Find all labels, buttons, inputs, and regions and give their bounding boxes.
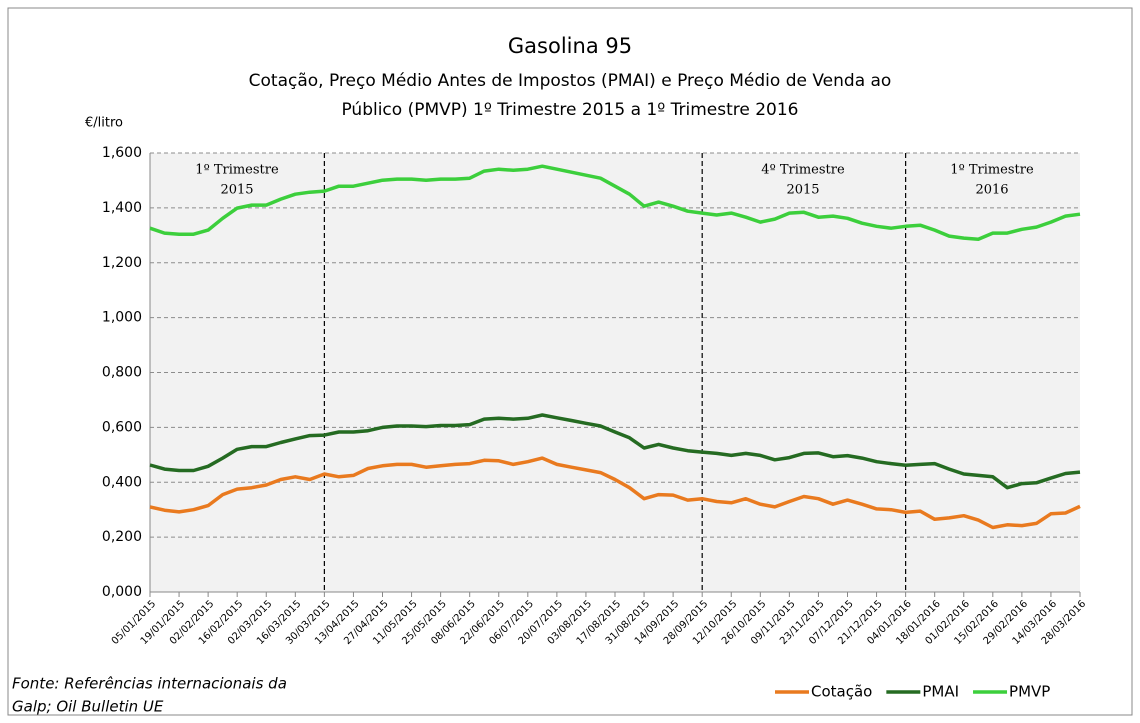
y-tick-label: 0,400 <box>102 474 142 490</box>
y-tick-label: 0,600 <box>102 419 142 435</box>
legend-label: PMVP <box>1009 683 1050 701</box>
chart-title: Gasolina 95 <box>508 34 632 58</box>
chart-subtitle: Público (PMVP) 1º Trimestre 2015 a 1º Tr… <box>341 100 798 120</box>
series-line <box>149 413 1081 490</box>
y-axis-label: €/litro <box>85 116 123 131</box>
series-line <box>149 456 1081 530</box>
y-tick-label: 1,600 <box>102 145 142 161</box>
annotation: 2015 <box>220 183 253 198</box>
source: Galp; Oil Bulletin UE <box>12 698 164 716</box>
annotation: 2016 <box>975 183 1008 198</box>
legend-label: PMAI <box>922 683 959 701</box>
annotation: 1º Trimestre <box>950 163 1034 178</box>
y-tick-label: 1,200 <box>102 255 142 271</box>
y-tick-label: 0,000 <box>102 584 142 600</box>
y-tick-label: 0,200 <box>102 529 142 545</box>
y-tick-label: 0,800 <box>102 365 142 381</box>
chart-subtitle: Cotação, Preço Médio Antes de Impostos (… <box>249 71 892 91</box>
y-tick-label: 1,400 <box>102 200 142 216</box>
annotation: 1º Trimestre <box>195 163 279 178</box>
legend-label: Cotação <box>811 683 872 701</box>
annotation: 2015 <box>786 183 819 198</box>
source: Fonte: Referências internacionais da <box>12 675 287 693</box>
y-tick-label: 1,000 <box>102 310 142 326</box>
series-line <box>149 164 1081 241</box>
annotation: 4º Trimestre <box>761 163 845 178</box>
